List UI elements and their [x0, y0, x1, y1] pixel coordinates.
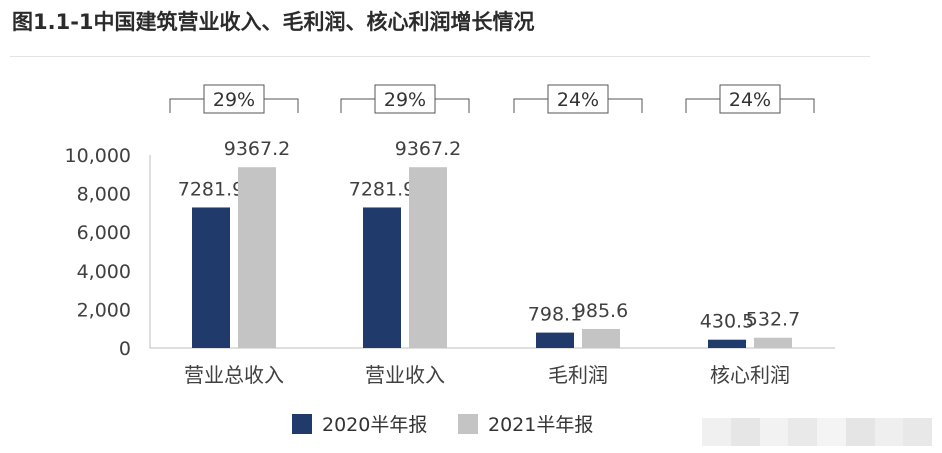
- data-label: 985.6: [574, 300, 628, 322]
- growth-bracket-right: [435, 98, 470, 113]
- bar-2020: [536, 332, 574, 348]
- bar-2020: [708, 339, 746, 348]
- growth-box: [203, 84, 265, 114]
- data-label: 7281.9: [178, 178, 244, 200]
- growth-box: [547, 84, 609, 114]
- bar-2020: [192, 207, 230, 348]
- growth-bracket-left: [340, 98, 375, 113]
- y-tick-label: 2,000: [77, 299, 131, 321]
- data-label: 7281.9: [349, 178, 415, 200]
- growth-bracket-right: [608, 98, 643, 113]
- growth-bracket-right: [780, 98, 815, 113]
- bar-2021: [409, 167, 447, 348]
- bar-2021: [754, 337, 792, 348]
- y-tick-label: 10,000: [65, 145, 131, 167]
- growth-bracket-left: [685, 98, 720, 113]
- bar-2021: [582, 328, 620, 348]
- legend-label: 2021半年报: [488, 414, 593, 436]
- legend-swatch: [292, 414, 312, 434]
- legend-swatch: [458, 414, 478, 434]
- y-tick-label: 6,000: [77, 222, 131, 244]
- growth-bracket-right: [264, 98, 299, 113]
- data-label: 9367.2: [395, 138, 461, 160]
- growth-box: [374, 84, 436, 114]
- growth-bracket-left: [169, 98, 204, 113]
- legend-label: 2020半年报: [322, 414, 427, 436]
- y-tick-label: 0: [119, 338, 131, 360]
- y-tick-label: 4,000: [77, 261, 131, 283]
- bar-2021: [238, 167, 276, 348]
- growth-label: 29%: [213, 89, 255, 111]
- chart-title: 图1.1-1中国建筑营业收入、毛利润、核心利润增长情况: [12, 10, 535, 34]
- growth-bracket-left: [513, 98, 548, 113]
- x-tick-label: 毛利润: [548, 363, 608, 387]
- data-label: 798.1: [528, 304, 582, 326]
- bar-2020: [363, 207, 401, 348]
- x-tick-label: 营业总收入: [184, 363, 284, 387]
- growth-label: 24%: [729, 89, 771, 111]
- data-label: 9367.2: [224, 138, 290, 160]
- data-label: 430.5: [700, 311, 754, 333]
- data-label: 532.7: [746, 309, 800, 331]
- x-tick-label: 营业收入: [365, 363, 445, 387]
- y-tick-label: 8,000: [77, 184, 131, 206]
- growth-label: 29%: [384, 89, 426, 111]
- x-tick-label: 核心利润: [710, 363, 790, 387]
- title-divider: [10, 56, 870, 57]
- watermark: [702, 418, 932, 446]
- growth-label: 24%: [557, 89, 599, 111]
